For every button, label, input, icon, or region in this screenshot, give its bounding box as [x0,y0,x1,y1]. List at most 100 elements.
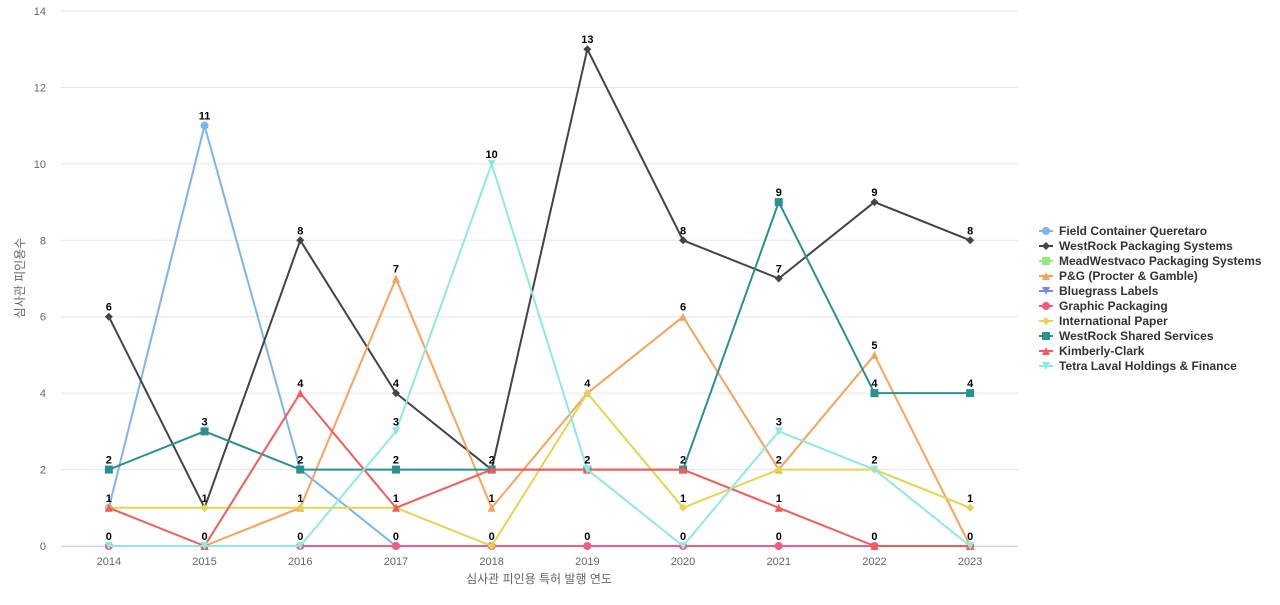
data-point[interactable] [774,274,783,283]
data-point[interactable] [583,45,592,54]
data-point[interactable] [966,503,975,512]
data-label: 0 [106,531,112,543]
x-tick-label: 2021 [767,556,791,568]
y-tick-label: 0 [40,541,46,553]
legend-label: Field Container Queretaro [1059,224,1207,238]
data-point[interactable] [774,198,783,207]
legend-marker [1042,272,1050,280]
data-label: 1 [393,493,399,505]
data-point[interactable] [583,389,592,398]
series-line [108,162,971,547]
data-label: 0 [297,531,303,543]
legend-item[interactable]: International Paper [1039,314,1168,328]
legend-item[interactable]: Tetra Laval Holdings & Finance [1039,359,1237,373]
y-tick-label: 10 [34,159,46,171]
data-point[interactable] [487,465,496,474]
data-point[interactable] [679,542,688,550]
data-point[interactable] [104,465,113,474]
legend-item[interactable]: MeadWestvaco Packaging Systems [1039,254,1262,268]
data-point[interactable] [200,542,209,550]
data-point[interactable] [870,389,879,398]
data-point[interactable] [296,542,305,550]
data-point[interactable] [104,542,113,550]
legend-item[interactable]: WestRock Packaging Systems [1039,239,1233,253]
data-point[interactable] [104,503,113,512]
data-label: 1 [201,493,207,505]
legend-label: WestRock Shared Services [1059,329,1214,343]
legend-item[interactable]: Bluegrass Labels [1039,284,1159,298]
legend-item[interactable]: Field Container Queretaro [1039,224,1207,238]
data-point[interactable] [966,236,975,245]
data-point[interactable] [774,465,783,474]
y-tick-label: 8 [40,235,46,247]
legend-label: P&G (Procter & Gamble) [1059,269,1198,283]
data-label: 0 [967,531,973,543]
data-label: 3 [201,416,207,428]
x-tick-label: 2016 [288,556,312,568]
data-point[interactable] [774,503,783,512]
data-point[interactable] [774,542,783,550]
legend-marker [1042,302,1050,310]
legend-marker [1042,227,1050,235]
data-point[interactable] [870,542,879,550]
y-tick-label: 12 [34,82,46,94]
data-point[interactable] [774,427,783,436]
data-point[interactable] [200,427,209,436]
data-label: 4 [584,378,591,390]
data-point[interactable] [487,542,496,550]
data-point[interactable] [870,465,879,474]
data-label: 0 [201,531,207,543]
legend-marker [1042,257,1050,265]
data-label: 0 [489,531,495,543]
data-point[interactable] [391,427,400,436]
data-point[interactable] [583,465,592,474]
data-label: 0 [871,531,877,543]
data-point[interactable] [391,465,400,474]
data-label: 11 [199,111,211,123]
legend-label: WestRock Packaging Systems [1059,239,1233,253]
data-point[interactable] [487,159,496,168]
data-label: 2 [871,455,877,467]
data-point[interactable] [870,350,879,359]
data-label-layer: 6210113108421074321010210134208621097321… [106,34,974,543]
data-point[interactable] [296,503,305,512]
data-label: 13 [581,34,593,46]
data-label: 9 [871,187,877,199]
legend-item[interactable]: Graphic Packaging [1039,299,1168,313]
data-point[interactable] [870,198,879,207]
data-point[interactable] [391,503,400,512]
data-label: 7 [776,264,782,276]
legend-marker [1042,332,1050,340]
data-point[interactable] [200,503,209,512]
data-point[interactable] [966,389,975,398]
data-point[interactable] [391,389,400,398]
data-label: 8 [967,225,973,237]
x-tick-label: 2019 [575,556,599,568]
data-label: 4 [871,378,878,390]
data-point[interactable] [679,236,688,245]
data-point[interactable] [679,503,688,512]
data-point[interactable] [679,312,688,321]
data-point[interactable] [583,542,592,550]
x-axis-title: 심사관 피인용 특허 발행 연도 [466,571,612,586]
data-point[interactable] [104,312,113,321]
data-point[interactable] [200,121,209,130]
data-point[interactable] [679,465,688,474]
data-label: 2 [584,455,590,467]
data-point[interactable] [966,542,975,550]
legend-item[interactable]: P&G (Procter & Gamble) [1039,269,1198,283]
data-point[interactable] [296,236,305,245]
data-label: 2 [776,455,782,467]
data-point[interactable] [391,274,400,283]
x-tick-label: 2017 [384,556,408,568]
data-point[interactable] [391,542,400,550]
legend-item[interactable]: Kimberly-Clark [1039,344,1145,358]
data-label: 2 [680,455,686,467]
legend-item[interactable]: WestRock Shared Services [1039,329,1214,343]
data-point[interactable] [296,465,305,474]
legend-label: Tetra Laval Holdings & Finance [1059,359,1237,373]
x-tick-label: 2014 [97,556,121,568]
data-label: 1 [106,493,112,505]
data-point[interactable] [487,503,496,512]
data-point[interactable] [296,389,305,398]
